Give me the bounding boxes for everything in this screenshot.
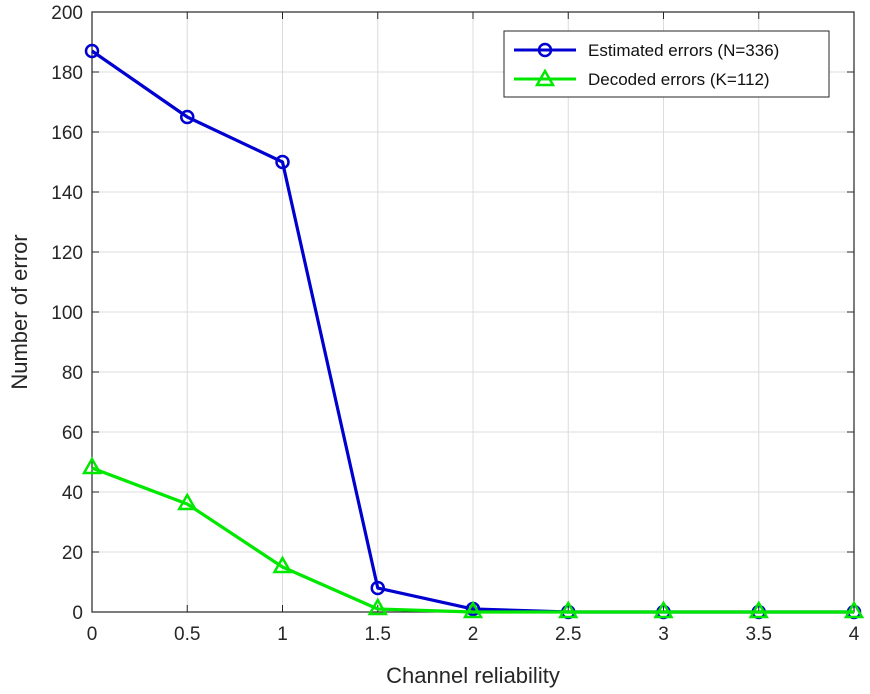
y-tick-label: 140 xyxy=(51,183,83,204)
x-tick-label: 0 xyxy=(87,624,98,645)
series-line xyxy=(91,466,854,614)
y-tick-label: 120 xyxy=(51,243,83,264)
axis-ticks: 0 0.5 1 1.5 2 2.5 3 3.5 402040608010012014016018… xyxy=(51,3,859,645)
y-axis-label: Number of error xyxy=(7,234,32,389)
data-point-triangle xyxy=(272,555,293,574)
y-tick-label: 160 xyxy=(51,123,83,144)
legend-label-decoded: Decoded errors (K=112) xyxy=(588,70,770,89)
y-tick-label: 80 xyxy=(62,363,83,384)
data-point-circle xyxy=(370,580,385,596)
data-point-triangle xyxy=(843,600,865,619)
legend-box xyxy=(503,30,830,98)
x-axis-label: Channel reliability xyxy=(386,663,560,688)
data-point-triangle xyxy=(653,600,674,619)
legend-marker-estimated xyxy=(537,42,553,58)
data-point-circle xyxy=(84,43,100,59)
data-point-triangle xyxy=(558,600,579,619)
x-tick-label: 2 xyxy=(468,624,479,645)
y-tick-label: 60 xyxy=(62,423,83,444)
series-decoded-errors xyxy=(81,456,865,619)
x-tick-label: 0.5 xyxy=(174,624,200,645)
x-tick-label: 4 xyxy=(849,624,860,645)
y-tick-label: 100 xyxy=(51,303,83,324)
y-tick-label: 0 xyxy=(72,603,83,624)
series-layer xyxy=(81,43,865,620)
legend-marker-decoded xyxy=(534,68,556,87)
data-point-triangle xyxy=(81,456,103,475)
x-tick-label: 1 xyxy=(277,624,288,645)
data-point-triangle xyxy=(367,597,388,616)
x-tick-label: 2.5 xyxy=(555,624,581,645)
x-tick-label: 3 xyxy=(658,624,669,645)
data-point-triangle xyxy=(748,600,769,619)
data-point-triangle xyxy=(177,492,198,511)
x-tick-label: 1.5 xyxy=(365,624,391,645)
y-tick-label: 200 xyxy=(51,3,83,24)
y-tick-label: 20 xyxy=(62,543,83,564)
data-point-triangle xyxy=(462,600,484,619)
legend-label-estimated: Estimated errors (N=336) xyxy=(588,41,779,60)
y-tick-label: 180 xyxy=(51,63,83,84)
legend: Estimated errors (N=336) Decoded errors … xyxy=(503,30,830,98)
x-tick-label: 3.5 xyxy=(746,624,772,645)
data-point-circle xyxy=(275,154,290,170)
y-tick-label: 40 xyxy=(62,483,83,504)
data-point-circle xyxy=(180,109,195,125)
